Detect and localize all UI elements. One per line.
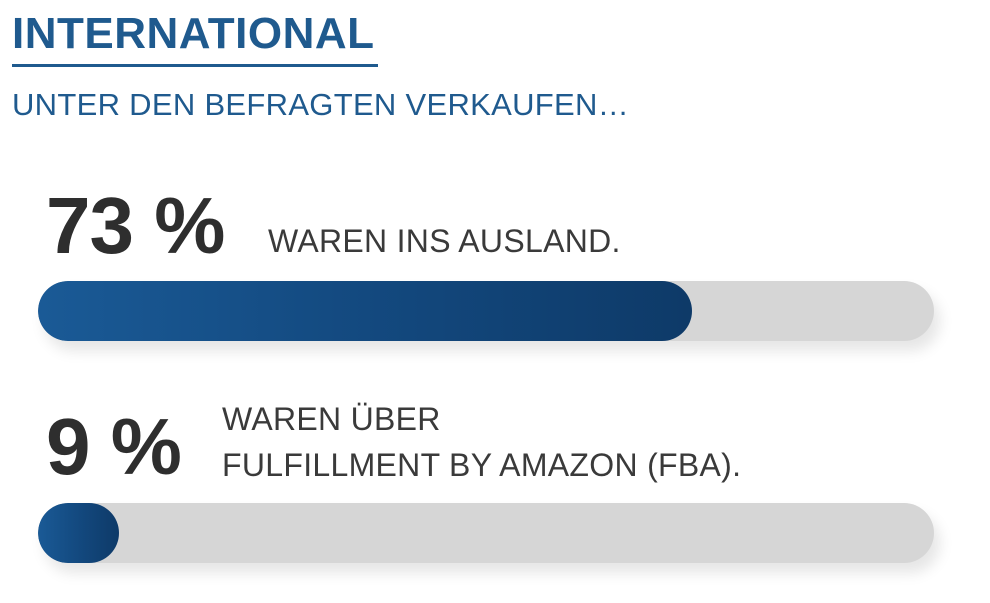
stat-description-line1: WAREN ÜBER: [222, 401, 441, 437]
progress-bar-fill: [38, 281, 693, 341]
title-underline: [12, 64, 378, 67]
stat-value-label: 73 %: [46, 181, 225, 270]
progress-track: [38, 503, 934, 563]
stat-description: WAREN INS AUSLAND.: [268, 223, 621, 259]
progress-track: [38, 281, 934, 341]
stat-value-label: 9 %: [46, 402, 182, 491]
stat-description-line2: FULFILLMENT BY AMAZON (FBA).: [222, 447, 742, 483]
chart-title: INTERNATIONAL: [12, 9, 375, 58]
progress-bar-fill: [38, 503, 119, 563]
chart-subtitle: UNTER DEN BEFRAGTEN VERKAUFEN…: [12, 87, 630, 122]
